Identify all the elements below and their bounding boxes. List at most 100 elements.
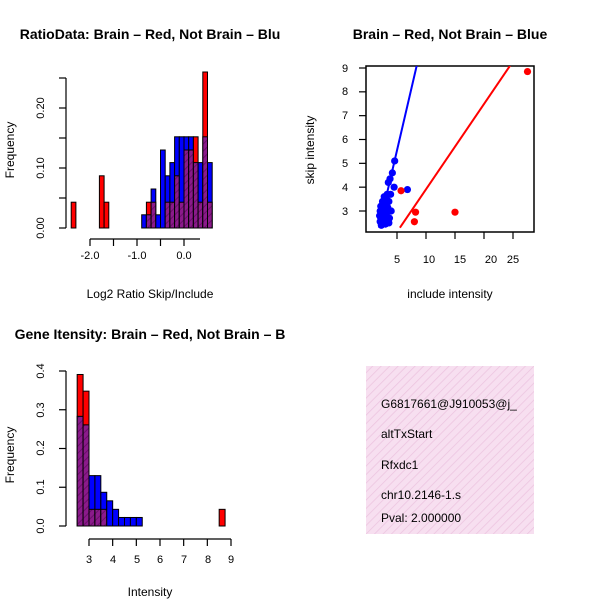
ratio-xtick-label: 0.0 [176,250,191,262]
scatter-ytick-label: 3 [342,206,348,218]
brain-bar [103,201,110,229]
not-brain-point [384,178,392,186]
ratio-histogram-title: RatioData: Brain – Red, Not Brain – Blu [20,26,281,42]
brain-point [411,208,420,216]
overlap-bar [169,201,176,229]
overlap-bar [76,415,84,527]
not-brain-bar [160,149,166,229]
overlap-bar [192,162,199,229]
not-brain-bar [155,214,162,229]
overlap-bar [88,508,96,527]
intensity-xtick-label: 9 [228,554,234,566]
intensity-ytick-label: 0.0 [35,518,47,533]
not-brain-bar [112,508,120,527]
gene-info-background [366,366,534,534]
brain-bar [98,175,105,229]
ratio-x-label: Log2 Ratio Skip/Include [87,287,214,301]
intensity-ytick-label: 0.2 [35,440,47,455]
overlap-bar [174,175,180,229]
ratio-x-ticks [89,239,185,246]
ratio-xtick-label: -2.0 [81,250,100,262]
scatter-xtick-label: 20 [485,254,497,266]
overlap-bar [82,424,90,527]
intensity-xtick-label: 7 [181,554,187,566]
intensity-y-ticks [59,370,66,527]
intensity-y-label: Frequency [3,427,17,484]
intensity-xtick-label: 6 [157,554,163,566]
not-brain-point [390,183,398,191]
ratio-histogram-bars [70,71,213,229]
not-brain-point [387,190,395,198]
scatter-x-ticks [396,232,514,239]
intensity-x-label: Intensity [128,585,173,599]
scatter-xtick-label: 10 [423,254,435,266]
brain-point [397,187,405,195]
not-brain-point [388,169,396,177]
intensity-xtick-label: 5 [134,554,140,566]
ratio-ytick-label: 0.00 [35,217,47,238]
scatter-title: Brain – Red, Not Brain – Blue [353,26,548,42]
not-brain-point [391,157,399,165]
not-brain-bar [141,214,147,229]
brain-point [523,67,532,76]
overlap-bar [197,201,204,229]
scatter-y-label: skip intensity [303,116,317,185]
overlap-bar [183,149,190,229]
overlap-bar [178,201,185,229]
intensity-histogram-bars [76,373,226,527]
overlap-bar [188,149,194,229]
scatter-marks [376,66,532,229]
ratio-xtick-label: -1.0 [128,250,147,262]
overlap-bar [100,508,108,527]
not-brain-bar [124,516,131,527]
intensity-xtick-label: 4 [110,554,116,566]
pvalue-text: Pval: 2.000000 [381,511,461,525]
overlap-bar [207,201,213,229]
intensity-scatter-panel: Brain – Red, Not Brain – Blue 5 10 15 20… [303,26,547,301]
intensity-x-ticks [88,539,232,546]
locus-text: chr10.2146-1.s [381,488,461,502]
intensity-ytick-label: 0.4 [35,363,47,378]
scatter-ytick-label: 6 [342,134,348,146]
brain-fit-line [399,66,511,229]
not-brain-bar [106,500,114,527]
not-brain-point [385,214,394,222]
gene-id-text: G6817661@J910053@j_ [381,397,517,411]
scatter-ytick-label: 8 [342,86,348,98]
intensity-xtick-label: 3 [86,554,92,566]
scatter-ytick-label: 9 [342,63,348,75]
scatter-xtick-label: 15 [454,254,466,266]
gene-symbol-text: Rfxdc1 [381,458,419,472]
overlap-bar [150,201,157,229]
not-brain-bar [129,516,137,527]
event-type-text: altTxStart [381,427,433,441]
brain-point [451,208,459,216]
brain-point [410,218,418,226]
scatter-plot-frame [365,65,535,233]
brain-bar [70,201,77,229]
scatter-x-label: include intensity [407,287,492,301]
overlap-bar [202,136,209,229]
scatter-xtick-label: 25 [507,254,519,266]
not-brain-point [387,207,395,215]
intensity-histogram-panel: Gene Itensity: Brain – Red, Not Brain – … [3,326,285,599]
scatter-ytick-label: 5 [342,158,348,170]
scatter-xtick-label: 5 [394,254,400,266]
ratio-histogram-panel: RatioData: Brain – Red, Not Brain – Blu … [3,26,280,301]
not-brain-bar [118,516,126,527]
not-brain-point [377,221,385,229]
intensity-ytick-label: 0.1 [35,479,47,494]
ratio-ytick-label: 0.10 [35,157,47,178]
ratio-ytick-label: 0.20 [35,97,47,118]
ratio-y-label: Frequency [3,122,17,179]
scatter-ytick-label: 7 [342,110,348,122]
brain-bar [218,508,226,527]
overlap-bar [164,201,171,229]
gene-info-panel: G6817661@J910053@j_ altTxStart Rfxdc1 ch… [366,366,534,534]
not-brain-point [403,185,412,194]
intensity-xtick-label: 8 [205,554,211,566]
overlap-bar [145,214,152,229]
scatter-plot-area [376,66,532,229]
intensity-ytick-label: 0.3 [35,402,47,417]
